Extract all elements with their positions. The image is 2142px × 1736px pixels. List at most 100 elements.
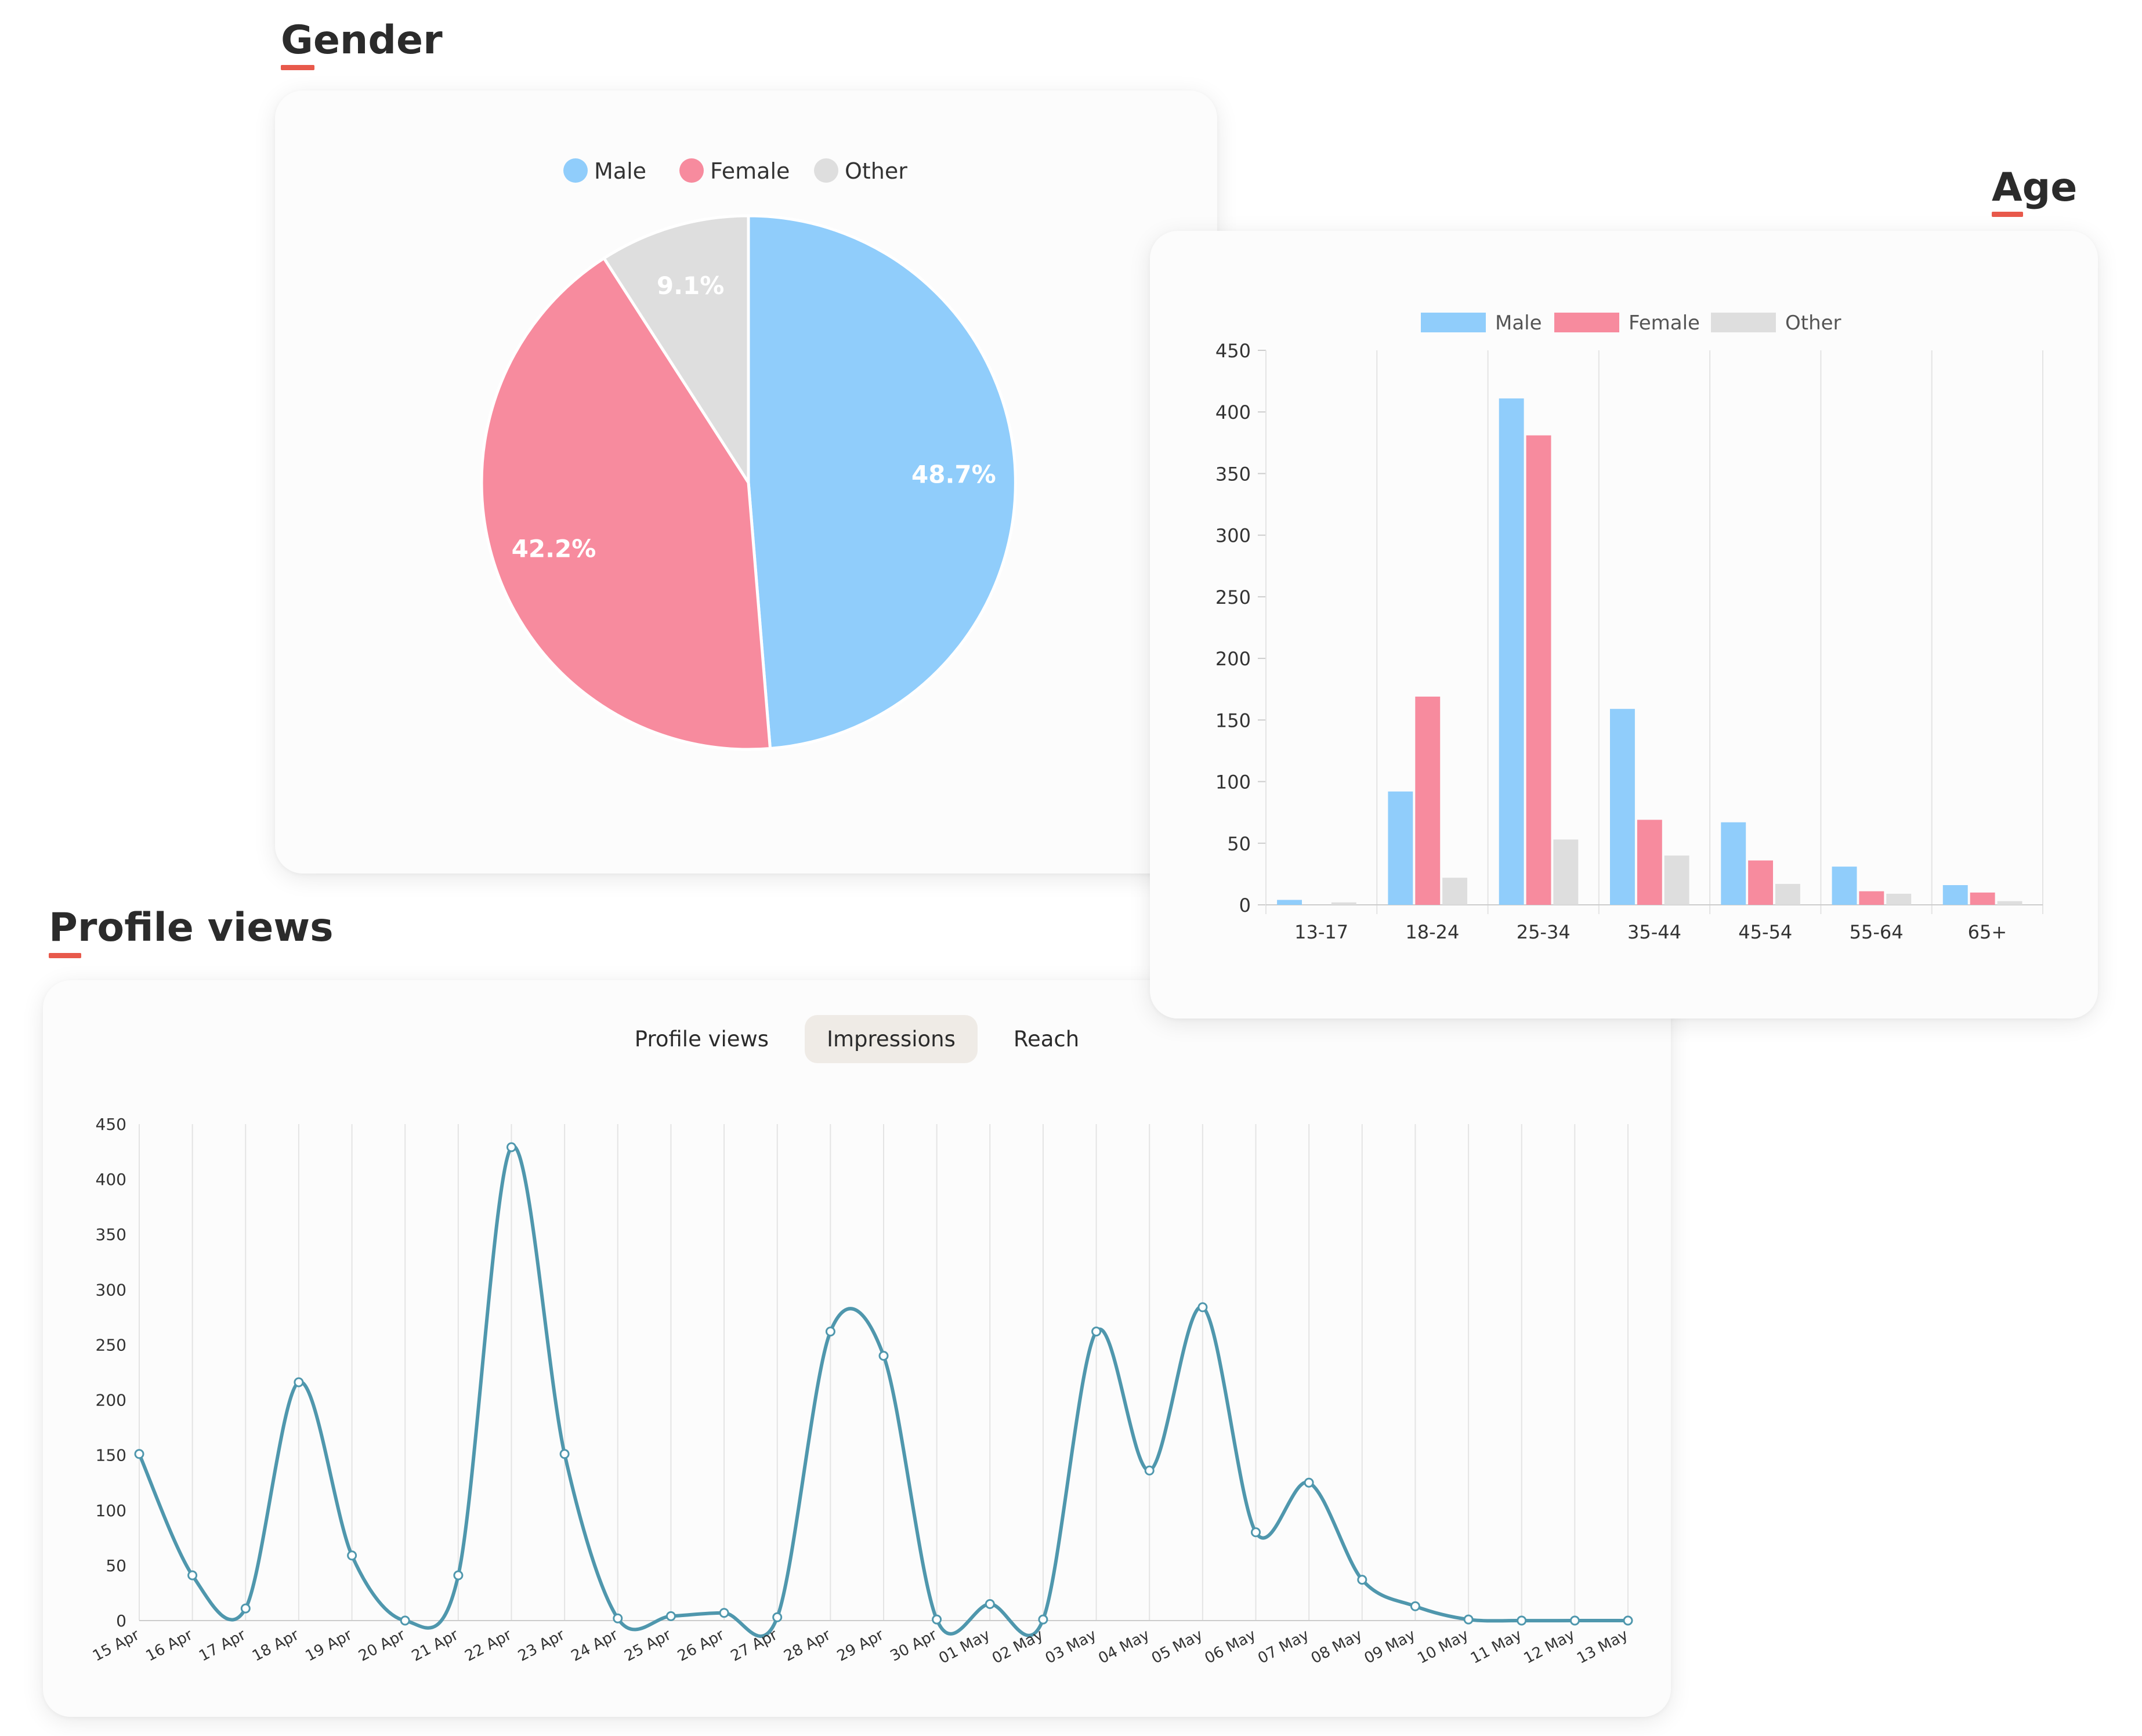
x-tick-label: 22 Apr <box>462 1626 515 1665</box>
data-point <box>719 1608 729 1618</box>
pie-slice-female <box>480 256 772 751</box>
bar-female-4 <box>1748 860 1773 905</box>
bar-male-2 <box>1499 398 1524 905</box>
bar-male-3 <box>1610 709 1635 905</box>
bar-female-2 <box>1526 435 1551 905</box>
bar-male-6 <box>1942 885 1968 905</box>
x-tick-label: 05 May <box>1149 1626 1206 1668</box>
legend-swatch-male <box>563 158 588 183</box>
data-point <box>772 1612 783 1622</box>
bar-female-5 <box>1859 891 1884 905</box>
legend-label-male: Male <box>594 158 646 184</box>
x-tick-label: 45-54 <box>1738 921 1792 943</box>
tab-impressions[interactable]: Impressions <box>805 1015 978 1063</box>
bar-other-1 <box>1442 878 1467 905</box>
age-title-underline <box>1992 212 2023 217</box>
data-point <box>665 1611 676 1621</box>
y-tick-label: 0 <box>116 1611 126 1630</box>
pie-label-other: 9.1% <box>657 271 724 300</box>
y-tick-label: 0 <box>1239 894 1251 916</box>
bar-other-0 <box>1331 902 1356 905</box>
data-point <box>294 1377 304 1387</box>
legend-label-other: Other <box>1785 311 1841 335</box>
x-tick-label: 29 Apr <box>834 1626 887 1665</box>
data-point <box>506 1142 516 1152</box>
data-point <box>1091 1327 1102 1337</box>
x-tick-label: 20 Apr <box>356 1626 408 1665</box>
tab-reach[interactable]: Reach <box>992 1015 1101 1063</box>
y-tick-label: 450 <box>1215 340 1251 362</box>
y-tick-label: 250 <box>96 1335 126 1354</box>
data-point <box>1251 1527 1261 1538</box>
y-tick-label: 150 <box>96 1446 126 1465</box>
data-point <box>1463 1614 1474 1625</box>
x-tick-label: 04 May <box>1095 1626 1152 1668</box>
data-point <box>985 1599 995 1609</box>
x-tick-label: 18 Apr <box>249 1626 302 1665</box>
impressions-line <box>138 1144 1628 1638</box>
y-tick-label: 50 <box>106 1556 126 1575</box>
gender-title: Gender <box>281 17 443 63</box>
data-point <box>1410 1601 1420 1611</box>
data-point <box>1144 1465 1155 1476</box>
age-card: Male Female Other 0 50 100 150 200 250 300 350 400 4… <box>1150 231 2098 1019</box>
y-tick-label: 350 <box>96 1225 126 1244</box>
gender-pie-chart: Male Female Other 48.7% 42.2% 9.1% <box>480 158 1017 751</box>
x-tick-label: 25 Apr <box>621 1626 674 1665</box>
legend-swatch-female <box>679 158 704 183</box>
data-point <box>134 1449 144 1459</box>
data-point <box>347 1550 357 1561</box>
data-point <box>878 1351 889 1361</box>
data-point <box>453 1570 464 1581</box>
x-tick-label: 27 Apr <box>728 1626 781 1665</box>
x-tick-label: 02 May <box>989 1626 1046 1668</box>
x-tick-label: 11 May <box>1468 1626 1525 1668</box>
bar-female-1 <box>1415 697 1441 905</box>
y-tick-label: 400 <box>1215 401 1251 423</box>
x-tick-label: 28 Apr <box>781 1626 834 1665</box>
legend-swatch-other <box>814 158 838 183</box>
age-title: Age <box>1992 165 2078 211</box>
x-tick-label: 26 Apr <box>675 1626 728 1665</box>
y-tick-label: 50 <box>1227 833 1251 855</box>
bar-other-5 <box>1886 893 1912 905</box>
x-tick-label: 13-17 <box>1294 921 1348 943</box>
data-point <box>1304 1477 1314 1488</box>
bar-other-3 <box>1664 856 1689 905</box>
y-tick-label: 100 <box>96 1501 126 1520</box>
y-tick-label: 400 <box>96 1170 126 1189</box>
bar-other-6 <box>1997 901 2022 905</box>
gender-title-underline <box>281 65 314 70</box>
data-point <box>825 1327 835 1337</box>
y-tick-label: 200 <box>1215 648 1251 670</box>
bar-male-4 <box>1721 822 1746 905</box>
tab-profile-views[interactable]: Profile views <box>613 1015 791 1063</box>
x-tick-label: 06 May <box>1202 1626 1259 1668</box>
gender-card: Male Female Other 48.7% 42.2% 9.1% <box>275 90 1217 874</box>
legend-swatch-male <box>1421 313 1486 332</box>
data-point <box>1038 1614 1048 1625</box>
pie-label-male: 48.7% <box>911 461 996 489</box>
x-tick-label: 10 May <box>1414 1626 1471 1668</box>
x-tick-label: 17 Apr <box>196 1626 249 1665</box>
views-title-underline <box>49 953 81 958</box>
x-tick-label: 25-34 <box>1517 921 1571 943</box>
x-tick-label: 35-44 <box>1627 921 1681 943</box>
x-tick-label: 23 Apr <box>515 1626 568 1665</box>
bar-male-0 <box>1277 900 1302 905</box>
pie-slice-male <box>747 214 1017 751</box>
x-tick-label: 18-24 <box>1405 921 1459 943</box>
legend-label-other: Other <box>845 158 907 184</box>
x-tick-label: 03 May <box>1043 1626 1099 1668</box>
y-tick-label: 350 <box>1215 463 1251 485</box>
legend-label-female: Female <box>710 158 790 184</box>
x-tick-label: 55-64 <box>1850 921 1904 943</box>
y-tick-label: 250 <box>1215 586 1251 608</box>
data-point <box>240 1603 251 1614</box>
profile-views-card: Profile views Impressions Reach 0 50 100 15… <box>43 980 1671 1717</box>
pie-label-female: 42.2% <box>512 535 596 563</box>
y-tick-label: 300 <box>1215 525 1251 547</box>
x-tick-label: 16 Apr <box>143 1626 196 1665</box>
data-point <box>1623 1615 1633 1626</box>
y-tick-label: 150 <box>1215 709 1251 731</box>
